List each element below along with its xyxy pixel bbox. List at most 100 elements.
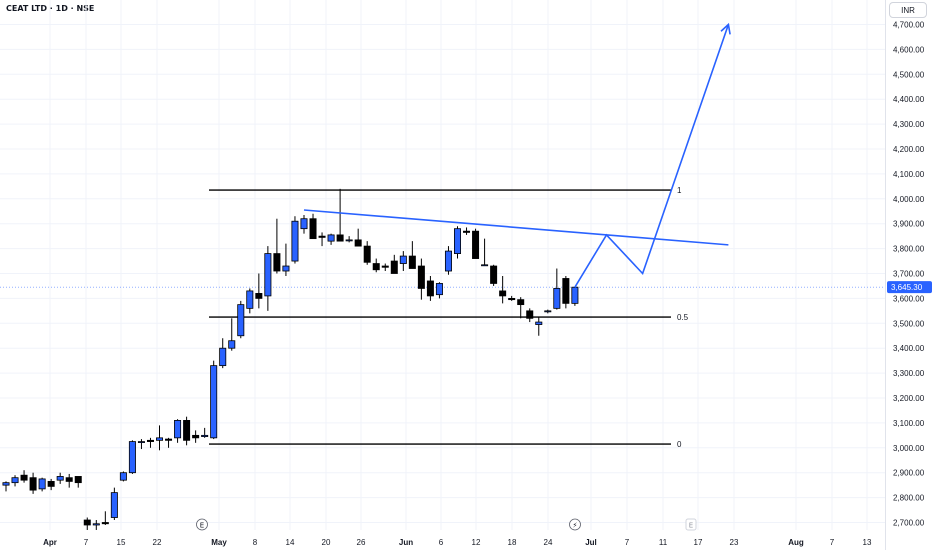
candle-body [490, 265, 498, 284]
x-tick-label: 15 [117, 538, 126, 547]
candle-body [255, 293, 263, 299]
y-tick-label: 2,900.00 [893, 469, 925, 478]
candle-body [300, 218, 308, 230]
fib-levels[interactable]: 10.50 [209, 186, 689, 449]
candle-body [237, 304, 245, 337]
candle-body [336, 234, 344, 242]
candle-body [363, 245, 371, 263]
price-badge-label: 3,645.30 [891, 283, 923, 292]
candle-body [192, 434, 200, 439]
candle-body [156, 437, 164, 441]
x-tick-label: 11 [659, 538, 668, 547]
x-tick-label: May [211, 538, 227, 547]
y-tick-label: 4,600.00 [893, 45, 925, 54]
candle-body [101, 522, 109, 525]
marker-badge [569, 518, 581, 531]
y-tick-label: 4,300.00 [893, 120, 925, 129]
candle-body [481, 264, 489, 267]
candle-body [11, 477, 19, 484]
grid [0, 0, 886, 550]
candle-body [354, 239, 362, 247]
x-tick-label: 7 [84, 538, 89, 547]
y-tick-label: 3,500.00 [893, 319, 925, 328]
candle-body [327, 234, 335, 242]
candle-body [47, 481, 55, 487]
candle-body [309, 218, 317, 240]
candle-body [165, 438, 173, 441]
event-markers[interactable]: E ⚡ E [196, 518, 697, 531]
candle-body [65, 477, 73, 482]
x-tick-label: 24 [544, 538, 553, 547]
projection-path[interactable] [574, 24, 730, 288]
fib-level-label: 1 [677, 186, 682, 195]
candle-body [183, 420, 191, 441]
x-tick-label: 7 [625, 538, 630, 547]
candle-body [83, 519, 91, 526]
price-badge-bg [887, 281, 932, 294]
y-tick-label: 3,700.00 [893, 270, 925, 279]
fib-level-label: 0.5 [677, 313, 689, 322]
candle-body [201, 434, 209, 437]
candle-body [228, 340, 236, 349]
candle-body [435, 283, 443, 296]
y-tick-label: 4,000.00 [893, 195, 925, 204]
candle-body [2, 482, 10, 486]
candle-body [571, 286, 579, 304]
candle-body [128, 441, 136, 474]
candle-body [535, 321, 543, 325]
candle-body [526, 310, 534, 319]
candle-body [562, 278, 570, 304]
candle-body [508, 297, 516, 301]
candle-body [92, 523, 100, 526]
candle-body [291, 220, 299, 262]
currency-button[interactable]: INR [889, 2, 927, 18]
y-tick-label: 4,100.00 [893, 170, 925, 179]
candle-body [29, 477, 37, 491]
earnings-marker[interactable]: E [685, 518, 697, 531]
dividend-marker[interactable]: ⚡ [569, 518, 581, 531]
marker-badge [196, 518, 208, 531]
candle-body [372, 263, 380, 271]
candle-body [408, 255, 416, 269]
marker-label: E [200, 522, 204, 530]
y-tick-label: 3,200.00 [893, 394, 925, 403]
candle-body [74, 476, 82, 484]
candle-body [56, 476, 64, 481]
y-axis: 4,700.00 4,600.00 4,500.00 4,400.00 4,300.00… [893, 21, 925, 528]
fib-level-label: 0 [677, 440, 682, 449]
candle-body [499, 290, 507, 297]
x-tick-label: 12 [472, 538, 481, 547]
candle-body [282, 265, 290, 272]
drawings[interactable] [303, 22, 731, 288]
x-tick-label: Apr [43, 538, 57, 547]
marker-label: E [689, 522, 693, 530]
y-tick-label: 4,400.00 [893, 95, 925, 104]
y-tick-label: 3,800.00 [893, 245, 925, 254]
candle-body [210, 365, 218, 439]
candle-body [119, 472, 127, 481]
trendline[interactable] [303, 209, 729, 246]
candle-body [20, 474, 28, 481]
x-tick-label: 8 [253, 538, 258, 547]
earnings-marker[interactable]: E [196, 518, 208, 531]
x-tick-label: 20 [322, 538, 331, 547]
candle-body [544, 310, 552, 313]
x-tick-label: 18 [508, 538, 517, 547]
y-tick-label: 3,400.00 [893, 344, 925, 353]
candle-body [146, 439, 154, 442]
current-price-badge: 3,645.30 [887, 281, 932, 294]
candle-body [390, 260, 398, 274]
x-tick-label: 13 [863, 538, 872, 547]
x-tick-label: 22 [153, 538, 162, 547]
candles [2, 188, 579, 530]
candle-body [273, 253, 281, 272]
candle-body [472, 230, 480, 259]
y-tick-label: 3,100.00 [893, 419, 925, 428]
y-tick-label: 4,500.00 [893, 70, 925, 79]
candle-body [417, 265, 425, 289]
candle-body [174, 420, 182, 439]
y-tick-label: 3,900.00 [893, 220, 925, 229]
y-tick-label: 3,000.00 [893, 444, 925, 453]
x-tick-label: Jul [585, 538, 597, 547]
